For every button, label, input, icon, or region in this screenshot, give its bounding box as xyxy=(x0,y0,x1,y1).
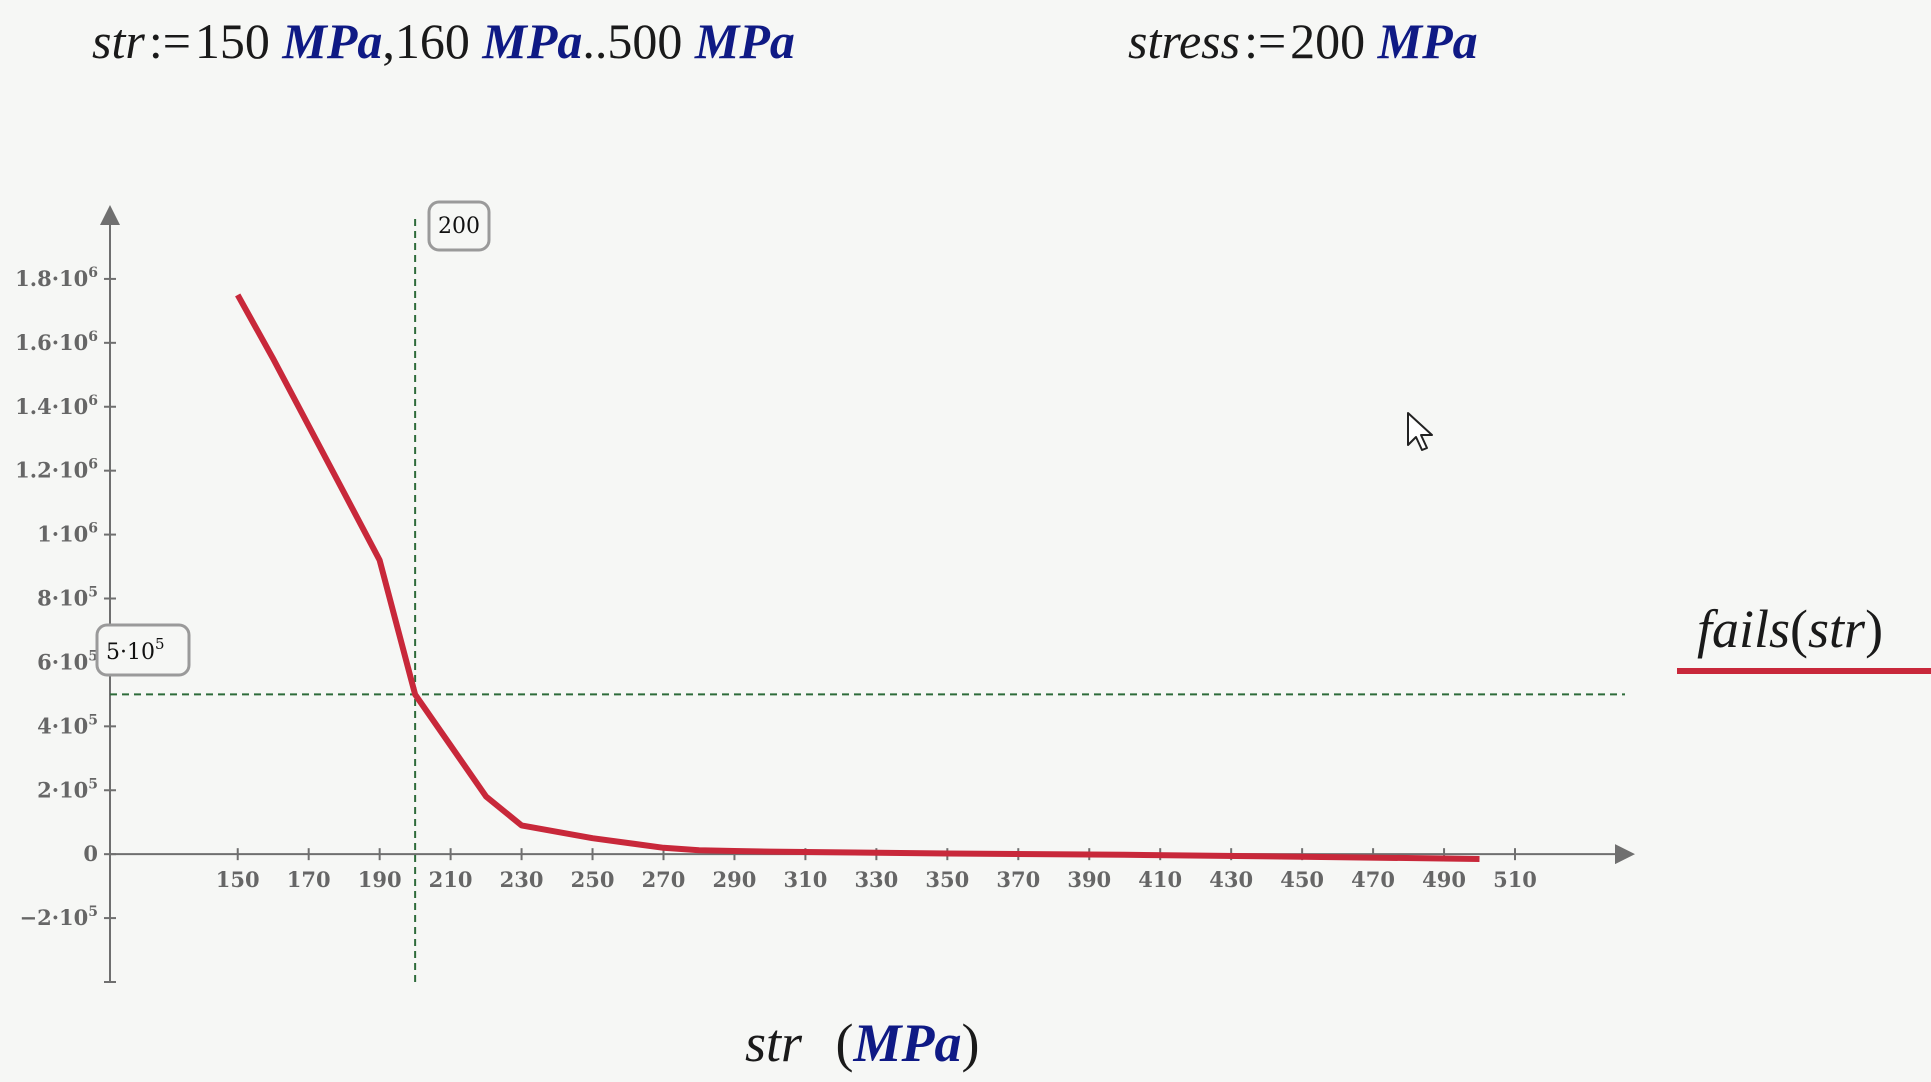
x-tick-label: 510 xyxy=(1493,867,1537,892)
x-tick-label: 210 xyxy=(429,867,473,892)
stress-value: 200 xyxy=(1290,13,1366,69)
stress-assign-operator: := xyxy=(1244,13,1287,69)
x-tick-label: 150 xyxy=(216,867,260,892)
x-tick-label: 470 xyxy=(1351,867,1395,892)
y-tick-label: 8·105 xyxy=(37,585,98,611)
range-start-value: 150 xyxy=(194,13,270,69)
x-tick-label: 430 xyxy=(1209,867,1253,892)
y-tick-label: 1.4·106 xyxy=(15,393,98,419)
x-tick-label: 290 xyxy=(713,867,757,892)
x-axis-title[interactable]: str (MPa) xyxy=(745,1012,980,1074)
series-layer xyxy=(235,293,1480,862)
y-tick-label: 2·105 xyxy=(37,776,98,802)
range-end-unit: MPa xyxy=(694,13,795,69)
y-tick-label: 0 xyxy=(83,841,98,866)
legend-argument: str xyxy=(1808,599,1866,659)
x-axis-open-paren: ( xyxy=(835,1013,854,1073)
mouse-pointer-icon xyxy=(1407,412,1433,451)
x-tick-label: 450 xyxy=(1280,867,1324,892)
x-marker-label: 200 xyxy=(438,214,480,239)
stress-unit: MPa xyxy=(1377,13,1478,69)
y-tick-label: 1.6·106 xyxy=(15,329,98,355)
y-tick-label: 1.2·106 xyxy=(15,457,98,483)
stress-definition[interactable]: stress:=200 MPa xyxy=(1128,16,1478,66)
x-tick-label: 330 xyxy=(854,867,898,892)
x-tick-label: 230 xyxy=(500,867,544,892)
range-step-value: 160 xyxy=(394,13,470,69)
legend-function: fails xyxy=(1697,599,1791,659)
marker-lines[interactable] xyxy=(110,215,1625,982)
x-tick-label: 350 xyxy=(925,867,969,892)
range-start-unit: MPa xyxy=(282,13,383,69)
x-tick-label: 390 xyxy=(1067,867,1111,892)
range-end-value: 500 xyxy=(607,13,683,69)
range-dots: .. xyxy=(582,13,608,69)
legend-swatch xyxy=(1677,668,1931,674)
stress-variable: stress xyxy=(1128,13,1241,69)
x-marker-callout[interactable]: 200 xyxy=(427,200,491,252)
x-tick-label: 270 xyxy=(642,867,686,892)
y-tick-label: 1.8·106 xyxy=(15,265,98,291)
range-step-unit: MPa xyxy=(482,13,583,69)
series-line-fails xyxy=(235,293,1480,862)
x-tick-label: 170 xyxy=(287,867,331,892)
legend-label[interactable]: fails(str) xyxy=(1697,598,1883,660)
range-variable: str xyxy=(92,13,145,69)
y-tick-label: 1·106 xyxy=(37,521,98,547)
y-tick-label: −2·105 xyxy=(20,904,99,930)
range-comma: , xyxy=(382,13,395,69)
y-marker-label: 5·105 xyxy=(106,635,165,665)
x-axis-variable: str xyxy=(745,1013,803,1073)
x-tick-label: 370 xyxy=(996,867,1040,892)
x-tick-label: 190 xyxy=(358,867,402,892)
x-tick-label: 410 xyxy=(1138,867,1182,892)
legend-close-paren: ) xyxy=(1865,599,1884,659)
y-marker-callout[interactable]: 5·105 xyxy=(95,623,191,677)
y-tick-label: 4·105 xyxy=(37,712,98,738)
y-tick-label: 6·105 xyxy=(37,648,98,674)
x-axis-unit: MPa xyxy=(853,1013,962,1073)
legend-open-paren: ( xyxy=(1790,599,1809,659)
x-tick-label: 250 xyxy=(571,867,615,892)
assign-operator: := xyxy=(148,13,191,69)
x-tick-label: 310 xyxy=(783,867,827,892)
marker-callouts[interactable]: 200 5·105 xyxy=(95,200,491,677)
tick-labels: 150 170 190 210 230 250 270 290 310 330 350 370 390 4… xyxy=(15,265,1537,930)
x-axis-close-paren: ) xyxy=(961,1013,980,1073)
x-tick-label: 490 xyxy=(1422,867,1466,892)
range-definition[interactable]: str:=150 MPa,160 MPa..500 MPa xyxy=(92,16,795,66)
